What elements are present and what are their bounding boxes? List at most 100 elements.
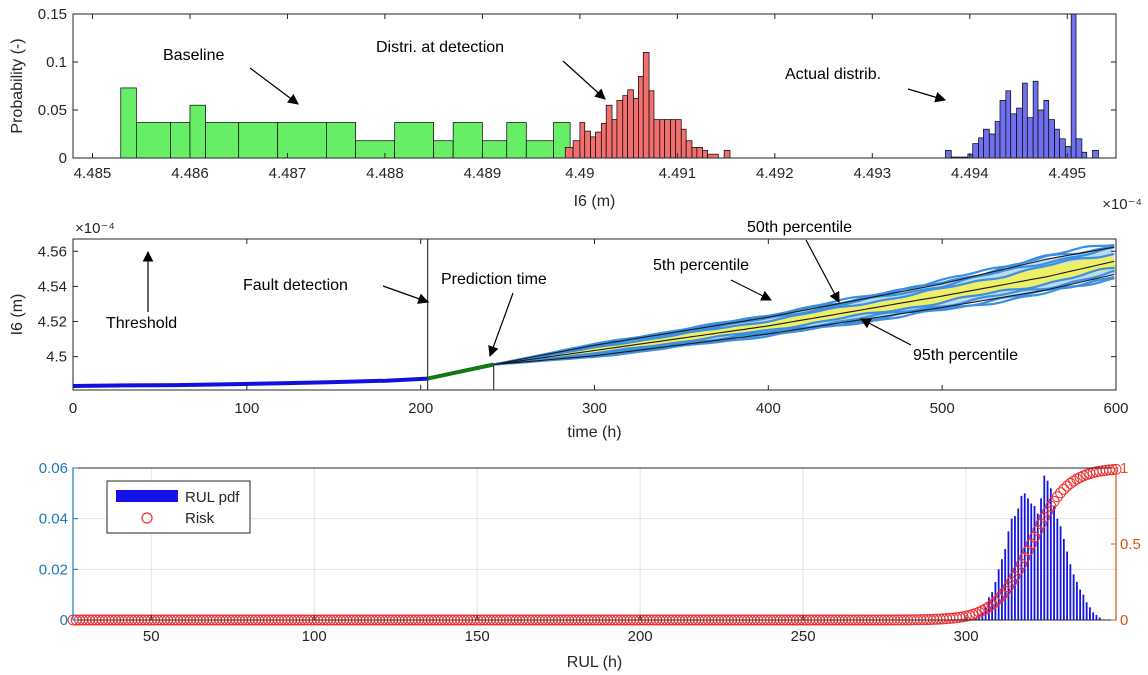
hist-bar-baseline	[452, 122, 483, 159]
hist-bar-actual	[999, 100, 1007, 159]
rul-pdf-bar	[997, 569, 1000, 620]
rul-pdf-bar	[1040, 498, 1042, 620]
hist-bar-actual	[1054, 128, 1060, 159]
hist-bar-actual	[994, 121, 1001, 159]
legend-label-risk: Risk	[185, 510, 215, 527]
annotation-actual: Actual distrib.	[785, 66, 881, 83]
hist-bar-baseline	[170, 122, 191, 159]
median-line	[493, 260, 1115, 366]
history-line	[73, 376, 428, 388]
hist-bar-detection	[723, 149, 731, 159]
hist-bar-detection	[600, 123, 607, 159]
y-tick-label: 4.52	[38, 314, 67, 331]
hist-bar-actual	[1043, 100, 1050, 159]
x-tick-label: 50	[143, 628, 160, 645]
rul-pdf-bar	[1089, 607, 1091, 620]
x-tick-label: 300	[582, 400, 607, 417]
hist-bar-actual	[978, 137, 984, 159]
hist-bar-detection	[590, 136, 596, 159]
hist-bar-baseline	[482, 140, 508, 159]
risk-marker	[1103, 464, 1115, 476]
annotation-prediction: Prediction time	[441, 271, 547, 288]
hist-bar-actual	[1048, 119, 1055, 159]
risk-marker	[1019, 552, 1031, 564]
hist-bar-detection	[622, 95, 628, 159]
x-tick-label: 500	[930, 400, 955, 417]
rul-pdf-bar	[1046, 480, 1049, 620]
x-tick-label: 100	[302, 628, 327, 645]
rul-pdf-bar	[1033, 506, 1036, 620]
x-tick-label: 4.494	[951, 165, 989, 182]
y-tick-label: 4.54	[38, 278, 67, 295]
x-axis-label: time (h)	[567, 424, 621, 441]
x-tick-label: 4.488	[366, 165, 404, 182]
legend-swatch-rul-pdf	[116, 490, 178, 502]
arrow-baseline	[249, 67, 299, 105]
x-axis-label: RUL (h)	[567, 654, 622, 671]
risk-marker	[986, 599, 998, 611]
rul-pdf-bar	[1053, 506, 1055, 620]
hist-bar-baseline	[277, 122, 327, 159]
arrow-p50	[805, 239, 840, 303]
hist-bar-actual	[1016, 107, 1023, 159]
y-tick-label: 4.56	[38, 243, 67, 260]
y-tick-label: 0.15	[38, 6, 67, 23]
risk-marker	[1022, 545, 1034, 557]
hist-bar-baseline	[120, 87, 137, 159]
rul-pdf-bar	[1056, 518, 1059, 620]
right-y-tick-label: 0.5	[1120, 536, 1141, 553]
arrow-prediction	[488, 292, 514, 358]
hist-bar-actual	[945, 149, 952, 159]
arrow-p95	[860, 318, 912, 346]
annotation-p95: 95th percentile	[913, 347, 1018, 364]
y-tick-label: 4.5	[46, 349, 67, 366]
x-tick-label: 4.486	[171, 165, 209, 182]
x-tick-label: 4.489	[464, 165, 502, 182]
risk-marker	[1012, 564, 1024, 576]
hist-bar-detection	[627, 89, 634, 159]
y-exponent-label: ×10⁻⁴	[75, 220, 115, 237]
left-y-tick-label: 0.02	[39, 561, 68, 578]
trajectory-line	[493, 266, 1115, 366]
x-tick-label: 250	[791, 628, 816, 645]
hist-bar-detection	[564, 147, 574, 159]
panel2-frame	[72, 238, 1117, 391]
rul-pdf-bar	[1062, 538, 1065, 620]
hist-bar-baseline	[355, 140, 396, 159]
annotation-p50: 50th percentile	[747, 219, 852, 236]
rul-pdf-bar	[1030, 503, 1033, 620]
p95-line	[493, 273, 1115, 366]
hist-bar-baseline	[189, 104, 206, 159]
hist-bar-actual	[1081, 151, 1088, 159]
rul-pdf-bar	[1001, 559, 1003, 620]
rul-pdf-bar	[1098, 617, 1101, 620]
trajectory-line	[493, 269, 1115, 366]
risk-marker	[1035, 518, 1047, 530]
hist-bar-detection	[595, 131, 602, 159]
arrow-actual	[907, 88, 947, 103]
risk-marker	[989, 596, 1001, 608]
hist-bar-detection	[670, 119, 676, 159]
y-axis-label: I6 (m)	[9, 294, 26, 336]
hist-bar-actual	[1010, 113, 1017, 159]
rul-pdf-bar	[1017, 508, 1020, 620]
risk-marker	[1068, 475, 1080, 487]
x-tick-label: 600	[1103, 400, 1128, 417]
rul-pdf-bar	[1059, 526, 1062, 620]
hist-bar-actual	[1070, 13, 1077, 159]
hist-bar-detection	[680, 128, 687, 159]
hist-bar-actual	[1005, 90, 1012, 159]
hist-bar-detection	[642, 52, 650, 159]
x-tick-label: 100	[234, 400, 259, 417]
rul-pdf-bar	[1072, 574, 1075, 620]
rul-pdf-bar	[1007, 531, 1010, 620]
hist-bar-detection	[633, 98, 639, 159]
hist-bar-actual	[1037, 109, 1045, 159]
x-exponent-label: ×10⁻⁴	[1102, 196, 1142, 213]
p5-line	[493, 246, 1115, 366]
arrow-detection	[562, 60, 606, 100]
hist-bar-actual	[988, 133, 996, 159]
hist-bar-actual	[1032, 80, 1039, 159]
annotation-baseline: Baseline	[163, 47, 224, 64]
hist-bar-detection	[579, 122, 586, 159]
